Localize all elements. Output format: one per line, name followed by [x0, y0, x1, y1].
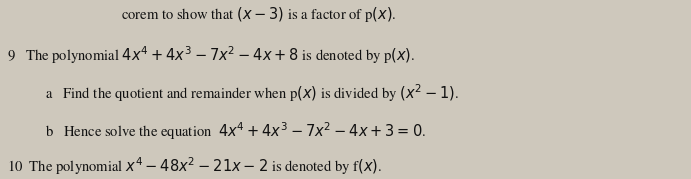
- Text: b   Hence solve the equation  $4x^4+4x^3-7x^2-4x+3=0$.: b Hence solve the equation $4x^4+4x^3-7x…: [45, 120, 426, 142]
- Text: a   Find the quotient and remainder when p$(x)$ is divided by $(x^2-1)$.: a Find the quotient and remainder when p…: [45, 82, 459, 104]
- Text: 9   The polynomial $4x^4+4x^3-7x^2-4x+8$ is denoted by p$(x)$.: 9 The polynomial $4x^4+4x^3-7x^2-4x+8$ i…: [7, 45, 415, 66]
- Text: corem to show that $(x-3)$ is a factor of p$(x)$.: corem to show that $(x-3)$ is a factor o…: [121, 5, 397, 24]
- Text: 10  The polynomial $x^4-48x^2-21x-2$ is denoted by f$(x)$.: 10 The polynomial $x^4-48x^2-21x-2$ is d…: [7, 156, 382, 177]
